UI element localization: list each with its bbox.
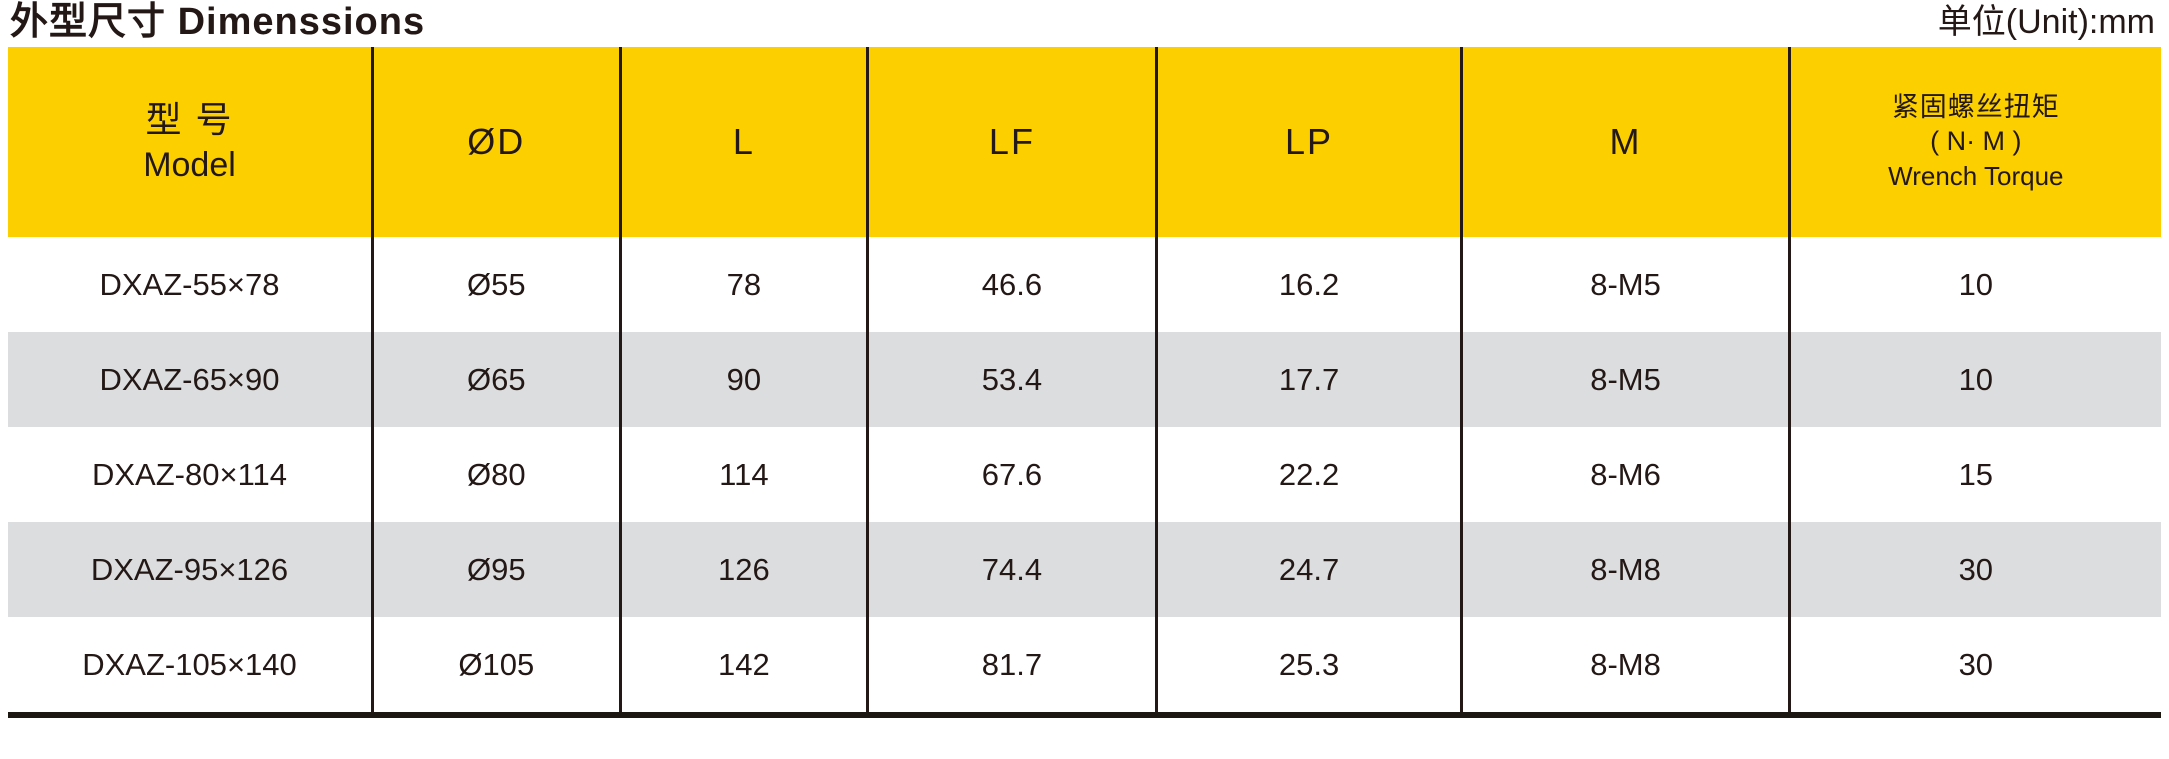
header-lf: LF (988, 121, 1035, 162)
cell-lf: 67.6 (869, 427, 1158, 522)
cell-l: 142 (622, 617, 870, 712)
cell-m: 8-M5 (1463, 332, 1791, 427)
cell-l: 126 (621, 522, 870, 617)
cell-l: 78 (622, 237, 870, 332)
header-cell-torque: 紧固螺丝扭矩 ( N· M ) Wrench Torque (1790, 47, 2161, 237)
header-torque-zh: 紧固螺丝扭矩 (1891, 92, 2060, 122)
page-title-en: Dimenssions (177, 1, 426, 43)
header-cell-lp: LP (1157, 47, 1464, 237)
header-cell-lf: LF (869, 47, 1158, 237)
cell-torque: 10 (1790, 332, 2161, 427)
header-lp: LP (1285, 121, 1334, 162)
cell-l: 90 (621, 332, 870, 427)
unit-label: 单位(Unit):mm (1937, 3, 2155, 41)
cell-l: 114 (622, 427, 870, 522)
header-torque-unit: ( N· M ) (1930, 126, 2022, 156)
page-title-zh: 外型尺寸 (10, 1, 167, 43)
dimensions-table: 型 号 Model ØD L LF LP M 紧固螺丝扭矩 ( N· M ) W… (8, 47, 2161, 718)
table-row: DXAZ-55×78 Ø55 78 46.6 16.2 8-M5 10 (8, 237, 2161, 332)
table-body: DXAZ-55×78 Ø55 78 46.6 16.2 8-M5 10 DXAZ… (8, 237, 2161, 712)
cell-lp: 24.7 (1157, 522, 1464, 617)
cell-m: 8-M8 (1463, 617, 1791, 712)
cell-od: Ø55 (374, 237, 622, 332)
cell-torque: 30 (1790, 522, 2161, 617)
header-model-zh: 型 号 (145, 99, 234, 140)
table-row: DXAZ-95×126 Ø95 126 74.4 24.7 8-M8 30 (8, 522, 2161, 617)
table-row: DXAZ-105×140 Ø105 142 81.7 25.3 8-M8 30 (8, 617, 2161, 712)
titlebar: 外型尺寸 Dimenssions 单位(Unit):mm (10, 0, 2155, 46)
header-cell-m: M (1463, 47, 1791, 237)
cell-torque: 15 (1958, 456, 1994, 492)
table-row: DXAZ-80×114 Ø80 114 67.6 22.2 8-M6 15 (8, 427, 2161, 522)
cell-lf: 46.6 (869, 237, 1158, 332)
cell-lp: 17.7 (1157, 332, 1464, 427)
cell-m: 8-M5 (1463, 237, 1791, 332)
cell-model: DXAZ-80×114 (8, 427, 374, 522)
cell-model: DXAZ-65×90 (8, 332, 374, 427)
cell-od: Ø95 (374, 522, 622, 617)
header-m: M (1609, 121, 1642, 162)
cell-lf: 81.7 (869, 617, 1158, 712)
cell-m: 8-M6 (1463, 427, 1791, 522)
header-cell-l: L (621, 47, 870, 237)
cell-lf: 74.4 (869, 522, 1158, 617)
cell-od: Ø65 (374, 332, 622, 427)
header-model-en: Model (143, 146, 236, 184)
cell-m: 8-M8 (1463, 522, 1791, 617)
header-od: ØD (467, 121, 526, 162)
cell-lp: 22.2 (1158, 427, 1464, 522)
header-l: L (732, 121, 755, 162)
cell-torque: 30 (1958, 646, 1994, 682)
cell-model: DXAZ-95×126 (8, 522, 374, 617)
cell-lp: 16.2 (1158, 237, 1464, 332)
table-header-row: 型 号 Model ØD L LF LP M 紧固螺丝扭矩 ( N· M ) W… (8, 47, 2161, 237)
header-cell-od: ØD (374, 47, 622, 237)
header-torque-en: Wrench Torque (1888, 161, 2064, 191)
cell-lp: 25.3 (1158, 617, 1464, 712)
cell-model: DXAZ-105×140 (8, 617, 374, 712)
page-title: 外型尺寸 Dimenssions (10, 0, 425, 44)
cell-lf: 53.4 (869, 332, 1158, 427)
cell-torque: 10 (1958, 266, 1994, 302)
table-row: DXAZ-65×90 Ø65 90 53.4 17.7 8-M5 10 (8, 332, 2161, 427)
cell-od: Ø80 (374, 427, 622, 522)
cell-od: Ø105 (374, 617, 622, 712)
cell-model: DXAZ-55×78 (8, 237, 374, 332)
header-cell-model: 型 号 Model (8, 47, 374, 237)
